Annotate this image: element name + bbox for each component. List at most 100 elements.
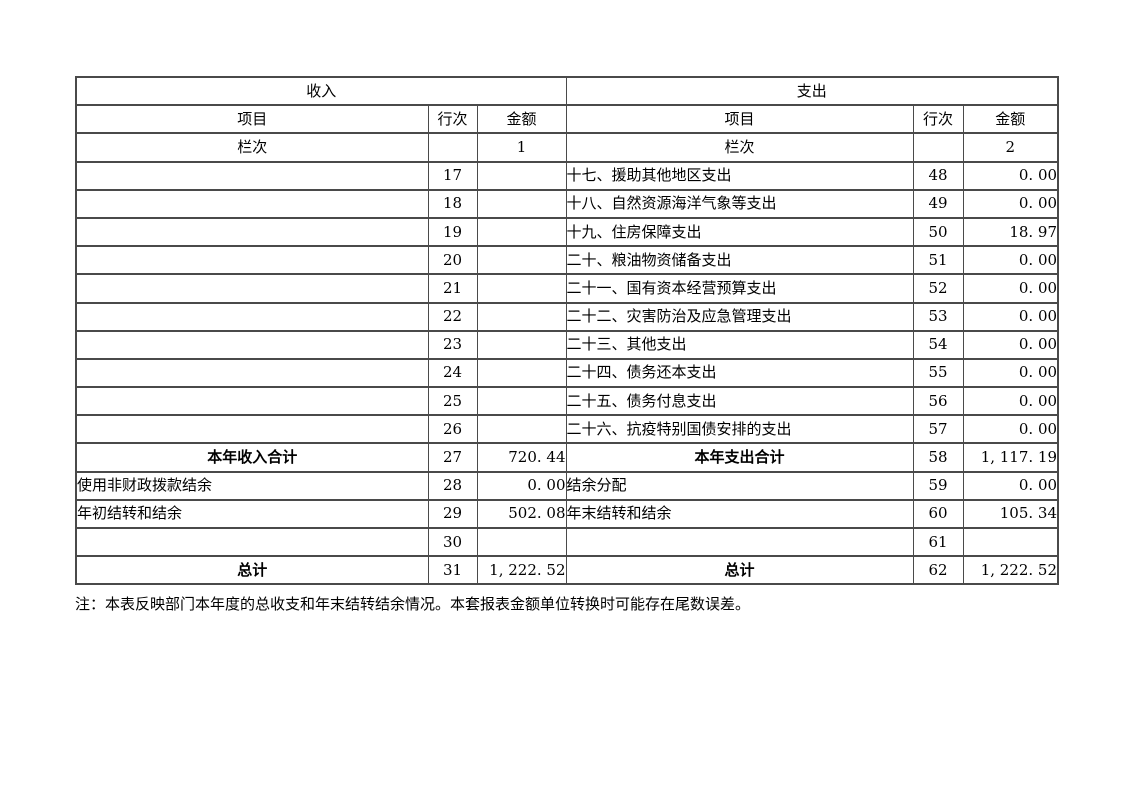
expense-col-number: 2 — [962, 132, 1059, 163]
table-row: 21 二十一、国有资本经营预算支出 52 0. 00 — [75, 273, 1059, 304]
income-rowno-cell: 31 — [427, 555, 478, 586]
expense-rowno-cell: 60 — [912, 498, 964, 530]
income-rowno-cell: 17 — [427, 160, 478, 191]
expense-rowno-cell: 53 — [912, 301, 964, 332]
income-item-cell — [75, 329, 429, 360]
income-rowno-cell: 26 — [427, 414, 478, 445]
income-item-cell — [75, 160, 429, 191]
income-lanci-blank — [427, 132, 478, 163]
income-amount-cell — [476, 273, 567, 304]
income-item-cell — [75, 301, 429, 332]
income-amount-cell — [476, 329, 567, 360]
expense-item-cell: 二十二、灾害防治及应急管理支出 — [565, 301, 914, 332]
expense-rowno-cell: 62 — [912, 555, 964, 586]
income-item-cell — [75, 245, 429, 276]
section-header-row: 收入 支出 — [75, 75, 1059, 107]
income-rowno-header: 行次 — [427, 104, 478, 135]
table-row: 20 二十、粮油物资储备支出 51 0. 00 — [75, 245, 1059, 276]
income-item-cell: 总计 — [75, 555, 429, 586]
income-item-cell: 使用非财政拨款结余 — [75, 470, 429, 501]
income-amount-cell — [476, 188, 567, 219]
income-rowno-cell: 19 — [427, 216, 478, 248]
income-rowno-cell: 23 — [427, 329, 478, 360]
expense-item-cell: 本年支出合计 — [565, 442, 914, 473]
expense-item-header: 项目 — [565, 104, 914, 135]
expense-amount-cell: 0. 00 — [962, 329, 1059, 360]
table-row: 30 61 — [75, 526, 1059, 558]
income-rowno-cell: 20 — [427, 245, 478, 276]
income-rowno-cell: 18 — [427, 188, 478, 219]
expense-amount-cell: 18. 97 — [962, 216, 1059, 248]
table-row: 使用非财政拨款结余 28 0. 00 结余分配 59 0. 00 — [75, 470, 1059, 501]
expense-amount-cell: 0. 00 — [962, 414, 1059, 445]
table-row: 25 二十五、债务付息支出 56 0. 00 — [75, 386, 1059, 417]
income-rowno-cell: 24 — [427, 357, 478, 389]
income-amount-cell: 720. 44 — [476, 442, 567, 473]
income-item-cell — [75, 357, 429, 389]
expense-item-cell — [565, 526, 914, 558]
expense-rowno-header: 行次 — [912, 104, 964, 135]
income-rowno-cell: 27 — [427, 442, 478, 473]
income-item-header: 项目 — [75, 104, 429, 135]
expense-rowno-cell: 49 — [912, 188, 964, 219]
income-item-cell — [75, 273, 429, 304]
expense-amount-cell: 0. 00 — [962, 470, 1059, 501]
expense-amount-cell — [962, 526, 1059, 558]
income-rowno-cell: 21 — [427, 273, 478, 304]
income-col-number: 1 — [476, 132, 567, 163]
income-amount-cell: 0. 00 — [476, 470, 567, 501]
table-row: 18 十八、自然资源海洋气象等支出 49 0. 00 — [75, 188, 1059, 219]
expense-item-cell: 十八、自然资源海洋气象等支出 — [565, 188, 914, 219]
income-rowno-cell: 25 — [427, 386, 478, 417]
income-item-cell — [75, 216, 429, 248]
expense-amount-cell: 0. 00 — [962, 273, 1059, 304]
income-amount-header: 金额 — [476, 104, 567, 135]
table-row: 17 十七、援助其他地区支出 48 0. 00 — [75, 160, 1059, 191]
income-item-cell: 年初结转和结余 — [75, 498, 429, 530]
income-item-cell — [75, 526, 429, 558]
expense-amount-cell: 0. 00 — [962, 357, 1059, 389]
income-amount-cell — [476, 160, 567, 191]
column-header-row: 项目 行次 金额 项目 行次 金额 — [75, 104, 1059, 135]
table-row: 26 二十六、抗疫特别国债安排的支出 57 0. 00 — [75, 414, 1059, 445]
expense-rowno-cell: 48 — [912, 160, 964, 191]
lanci-row: 栏次 1 栏次 2 — [75, 132, 1059, 163]
income-item-cell — [75, 188, 429, 219]
income-amount-cell — [476, 386, 567, 417]
expense-rowno-cell: 51 — [912, 245, 964, 276]
budget-table: 收入 支出 项目 行次 金额 项目 行次 金额 栏次 1 栏次 2 1 — [75, 75, 1060, 586]
income-amount-cell: 1, 222. 52 — [476, 555, 567, 586]
expense-item-cell: 二十一、国有资本经营预算支出 — [565, 273, 914, 304]
expense-amount-cell: 0. 00 — [962, 386, 1059, 417]
expense-item-cell: 十九、住房保障支出 — [565, 216, 914, 248]
expense-rowno-cell: 55 — [912, 357, 964, 389]
expense-item-cell: 二十六、抗疫特别国债安排的支出 — [565, 414, 914, 445]
expense-rowno-cell: 54 — [912, 329, 964, 360]
expense-amount-header: 金额 — [962, 104, 1059, 135]
income-amount-cell — [476, 245, 567, 276]
expense-amount-cell: 0. 00 — [962, 245, 1059, 276]
total-income-row: 本年收入合计 27 720. 44 本年支出合计 58 1, 117. 19 — [75, 442, 1059, 473]
table-row: 年初结转和结余 29 502. 08 年末结转和结余 60 105. 34 — [75, 498, 1059, 530]
table-row: 19 十九、住房保障支出 50 18. 97 — [75, 216, 1059, 248]
expense-amount-cell: 0. 00 — [962, 160, 1059, 191]
expense-amount-cell: 105. 34 — [962, 498, 1059, 530]
income-amount-cell — [476, 526, 567, 558]
expense-rowno-cell: 50 — [912, 216, 964, 248]
expense-lanci-label: 栏次 — [565, 132, 914, 163]
expense-item-cell: 二十四、债务还本支出 — [565, 357, 914, 389]
expense-lanci-blank — [912, 132, 964, 163]
expense-rowno-cell: 59 — [912, 470, 964, 501]
income-amount-cell — [476, 357, 567, 389]
table-row: 24 二十四、债务还本支出 55 0. 00 — [75, 357, 1059, 389]
income-amount-cell — [476, 216, 567, 248]
income-rowno-cell: 28 — [427, 470, 478, 501]
expense-item-cell: 结余分配 — [565, 470, 914, 501]
expense-item-cell: 总计 — [565, 555, 914, 586]
expense-item-cell: 二十、粮油物资储备支出 — [565, 245, 914, 276]
table-row: 23 二十三、其他支出 54 0. 00 — [75, 329, 1059, 360]
expense-rowno-cell: 52 — [912, 273, 964, 304]
income-amount-cell — [476, 414, 567, 445]
expense-item-cell: 年末结转和结余 — [565, 498, 914, 530]
